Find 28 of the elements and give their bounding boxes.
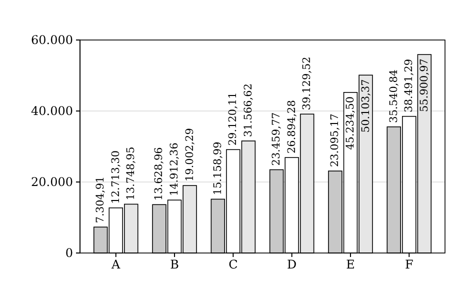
y-tick-label: 0 (65, 246, 73, 260)
data-label: 35.540,84 (388, 69, 400, 123)
data-label: 39.129,52 (301, 56, 314, 110)
y-tick-label: 60.000 (31, 32, 73, 47)
data-label: 23.095,17 (329, 114, 342, 168)
data-label: 7.304,91 (94, 176, 107, 224)
x-tick-label: B (170, 258, 180, 272)
data-label: 15.158,99 (212, 142, 224, 196)
data-label: 29.120,11 (227, 92, 240, 146)
data-label: 31.566,62 (242, 83, 254, 137)
data-label: 45.234,50 (344, 96, 356, 150)
data-label: 55.900,97 (418, 58, 430, 112)
x-tick-label: E (346, 258, 355, 272)
y-tick-label: 40.000 (31, 104, 73, 118)
data-label: 19.002,29 (184, 128, 196, 182)
x-tick-label: C (228, 258, 238, 272)
data-label: 50.103,37 (360, 79, 372, 133)
x-tick-label: A (110, 258, 121, 272)
data-label: 13.628,96 (153, 146, 166, 201)
data-label: 13.748,95 (125, 146, 138, 200)
data-label: 23.459,77 (270, 112, 283, 166)
data-label: 38.491,29 (403, 58, 416, 112)
x-tick-label: D (287, 258, 297, 272)
y-tick-label: 20.000 (31, 174, 73, 189)
data-label: 26.894,28 (286, 100, 298, 154)
data-label: 12.713,30 (110, 150, 122, 204)
data-label: 14.912,36 (168, 142, 181, 196)
x-tick-label: F (404, 258, 414, 272)
